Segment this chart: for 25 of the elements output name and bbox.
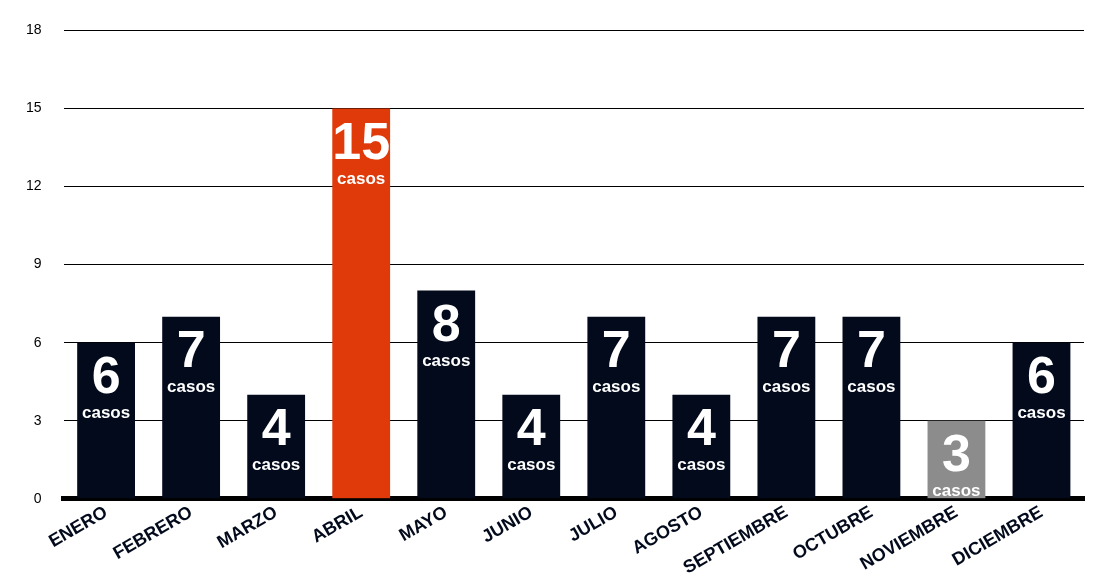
data-label: 7 casos	[847, 319, 896, 396]
data-label: 15 casos	[332, 111, 391, 188]
data-label: 8 casos	[422, 293, 471, 370]
y-tick-label: 12	[25, 177, 42, 194]
bar	[332, 108, 391, 499]
data-label: 7 casos	[167, 319, 216, 396]
y-tick-label: 15	[25, 99, 42, 116]
y-tick-label: 6	[33, 333, 42, 350]
y-tick-label: 0	[33, 489, 42, 506]
data-label: 4 casos	[252, 398, 301, 474]
data-label: 6 casos	[1017, 346, 1066, 422]
data-label: 3 casos	[932, 424, 981, 500]
bar	[417, 290, 476, 499]
bar	[757, 316, 816, 499]
y-tick-label: 18	[25, 21, 42, 38]
bar	[162, 316, 221, 499]
data-label: 7 casos	[592, 319, 641, 396]
data-label: 6 casos	[81, 346, 131, 422]
data-label: 4 casos	[677, 398, 726, 474]
y-tick-label: 3	[33, 411, 42, 428]
y-tick-label: 9	[33, 255, 42, 272]
bar	[587, 316, 646, 499]
data-label: 4 casos	[507, 398, 556, 474]
bar	[842, 316, 901, 499]
data-label: 7 casos	[762, 319, 811, 396]
